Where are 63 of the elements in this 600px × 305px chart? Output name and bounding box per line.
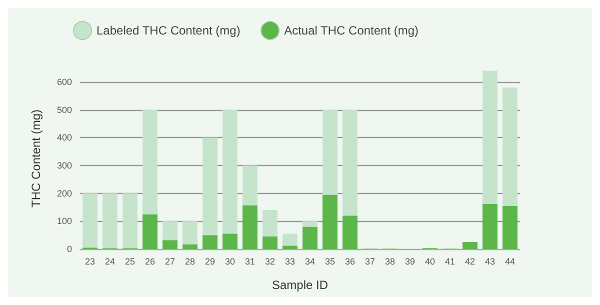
bar	[162, 221, 178, 240]
x-tick-label: 37	[364, 256, 376, 266]
x-tick-label: 31	[244, 256, 256, 266]
x-tick-label: 24	[104, 256, 116, 266]
bar	[322, 194, 338, 249]
bar	[222, 234, 238, 249]
bar	[342, 110, 358, 216]
x-tick-label: 32	[264, 256, 276, 266]
x-tick-label: 40	[424, 256, 436, 266]
x-tick-label: 41	[444, 256, 456, 266]
bar	[342, 216, 358, 249]
y-tick-label: 200	[56, 188, 72, 198]
x-tick-label: 36	[344, 256, 356, 266]
x-tick-label: 43	[484, 256, 496, 266]
x-tick-label: 26	[144, 256, 156, 266]
bar	[482, 204, 498, 249]
bar	[122, 193, 138, 248]
y-tick-label: 300	[56, 160, 72, 170]
bar	[82, 193, 98, 248]
bar	[182, 221, 198, 244]
x-tick-label: 27	[164, 256, 176, 266]
bar	[462, 242, 478, 249]
bar	[162, 240, 178, 249]
bar	[182, 244, 198, 249]
x-tick-label: 42	[464, 256, 476, 266]
x-tick-label: 39	[404, 256, 416, 266]
x-tick-label: 34	[304, 256, 316, 266]
bar	[222, 110, 238, 234]
x-axis-title: Sample ID	[272, 278, 328, 292]
bar	[142, 110, 158, 214]
bar	[242, 165, 258, 206]
x-tick-label: 35	[324, 256, 336, 266]
bar	[282, 246, 298, 249]
y-tick-label: 0	[66, 244, 72, 254]
x-tick-label: 28	[184, 256, 196, 266]
y-tick-label: 400	[56, 132, 72, 143]
x-tick-label: 38	[384, 256, 396, 266]
y-tick-label: 100	[56, 216, 72, 226]
y-tick-label: 500	[56, 104, 72, 115]
x-tick-label: 29	[204, 256, 216, 266]
y-axis-title: THC Content (mg)	[29, 109, 43, 208]
legend-label: Actual THC Content (mg)	[284, 24, 419, 38]
bar	[502, 206, 518, 249]
x-tick-label: 33	[284, 256, 296, 266]
bar	[482, 70, 498, 204]
y-tick-label: 600	[56, 76, 72, 87]
x-tick-label: 44	[504, 256, 516, 266]
bar	[322, 110, 338, 195]
bar	[102, 193, 118, 248]
bar	[262, 236, 278, 249]
bar	[282, 234, 298, 246]
x-tick-label: 23	[84, 256, 96, 266]
bar	[202, 138, 218, 236]
legend-label: Labeled THC Content (mg)	[96, 24, 240, 38]
bar	[302, 221, 318, 227]
x-tick-label: 25	[124, 256, 136, 266]
bar	[502, 87, 518, 206]
bar	[202, 235, 218, 249]
bar	[242, 205, 258, 249]
bar	[262, 210, 278, 236]
x-tick-label: 30	[224, 256, 236, 266]
bar	[142, 214, 158, 249]
bar	[302, 226, 318, 249]
